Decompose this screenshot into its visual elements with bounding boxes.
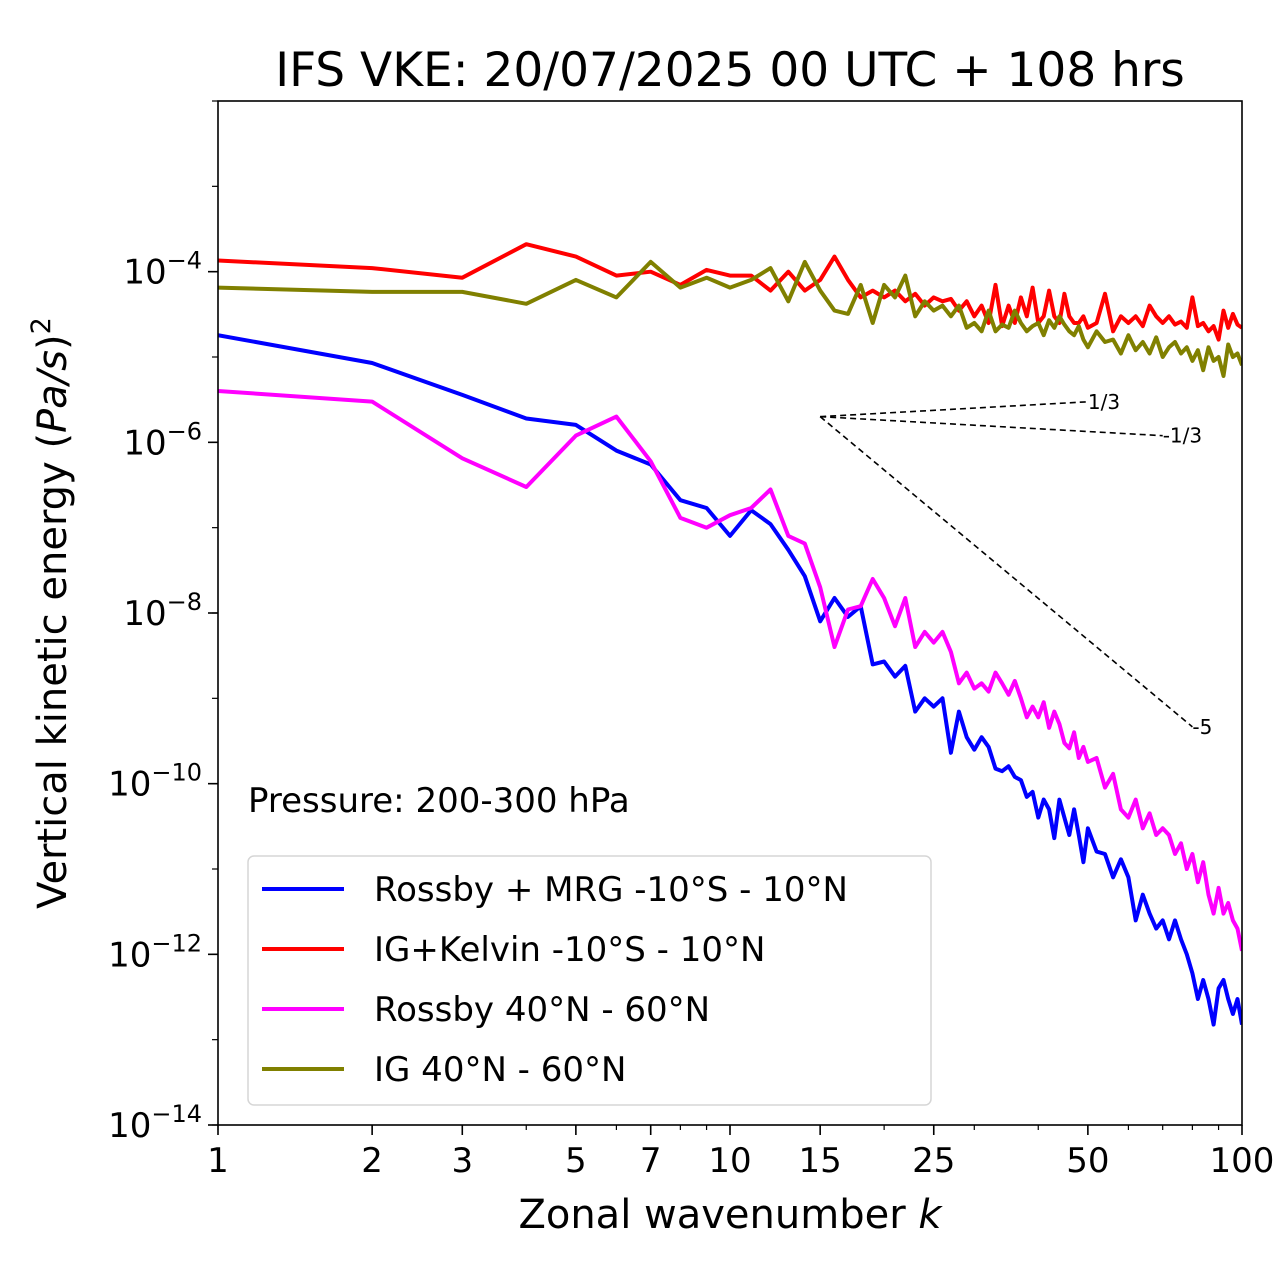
y-tick-label: 10−6 — [123, 417, 202, 463]
x-axis-label-variable: k — [918, 1192, 943, 1238]
legend-box — [247, 855, 932, 1106]
y-tick-label: 10−4 — [123, 247, 202, 293]
x-tick-label: 50 — [1066, 1141, 1109, 1181]
x-tick-label: 15 — [799, 1141, 842, 1181]
x-tick-label: 5 — [565, 1141, 587, 1181]
pressure-annotation: Pressure: 200-300 hPa — [248, 781, 630, 821]
x-tick-label: 100 — [1210, 1141, 1275, 1181]
plot-area: 1/3-1/3-5 1 2 3 5 7 10 15 25 50 100 10−410−610−81… — [108, 100, 1274, 1181]
x-tick-label: 25 — [912, 1141, 955, 1181]
x-tick-label: 7 — [640, 1141, 662, 1181]
slope-line-2 — [820, 415, 1163, 437]
y-tick-label: 10−14 — [108, 1100, 202, 1146]
legend-label-2: IG+Kelvin -10°S - 10°N — [374, 930, 765, 970]
x-tick-label: 1 — [207, 1141, 229, 1181]
legend: Rossby + MRG -10°S - 10°N IG+Kelvin -10°S… — [247, 855, 932, 1106]
y-tick-label: 10−12 — [108, 929, 202, 975]
slope-label-3: -5 — [1192, 715, 1212, 739]
series-line-1 — [218, 333, 1242, 1027]
y-axis-label-variable: Pa/s — [30, 350, 76, 433]
series-line-4 — [218, 259, 1242, 378]
x-axis-ticks: 1 2 3 5 7 10 15 25 50 100 — [207, 1125, 1274, 1181]
slope-label-2: -1/3 — [1163, 424, 1202, 448]
slope-line-3 — [819, 416, 1193, 728]
legend-label-1: Rossby + MRG -10°S - 10°N — [374, 870, 848, 910]
y-axis-label-exponent: 2 — [26, 317, 57, 334]
legend-label-4: IG 40°N - 60°N — [374, 1050, 626, 1090]
y-axis-label-main: Vertical kinetic energy ( — [30, 433, 76, 909]
y-tick-label: 10−10 — [108, 759, 202, 805]
x-tick-label: 10 — [708, 1141, 751, 1181]
y-axis-ticks: 10−4 10−6 10−8 10−10 10−12 10−14 — [108, 100, 218, 1146]
y-tick-label: 10−8 — [123, 588, 202, 634]
slope-label-1: 1/3 — [1088, 390, 1120, 414]
x-axis-label-main: Zonal wavenumber — [518, 1192, 918, 1238]
x-axis-label: Zonal wavenumber k — [518, 1192, 943, 1238]
y-axis-label: Vertical kinetic energy (Pa/s)2 — [26, 317, 76, 909]
series-line-2 — [218, 242, 1242, 342]
x-tick-label: 3 — [451, 1141, 473, 1181]
series-lines — [218, 242, 1242, 1027]
chart-title: IFS VKE: 20/07/2025 00 UTC + 108 hrs — [275, 43, 1185, 98]
reference-slopes: 1/3 -1/3 -5 — [819, 390, 1212, 739]
y-axis-label-close: ) — [30, 334, 76, 350]
x-tick-label: 2 — [361, 1141, 383, 1181]
slope-line-1 — [820, 400, 1088, 418]
legend-label-3: Rossby 40°N - 60°N — [374, 990, 710, 1030]
series-line-3 — [218, 389, 1242, 952]
